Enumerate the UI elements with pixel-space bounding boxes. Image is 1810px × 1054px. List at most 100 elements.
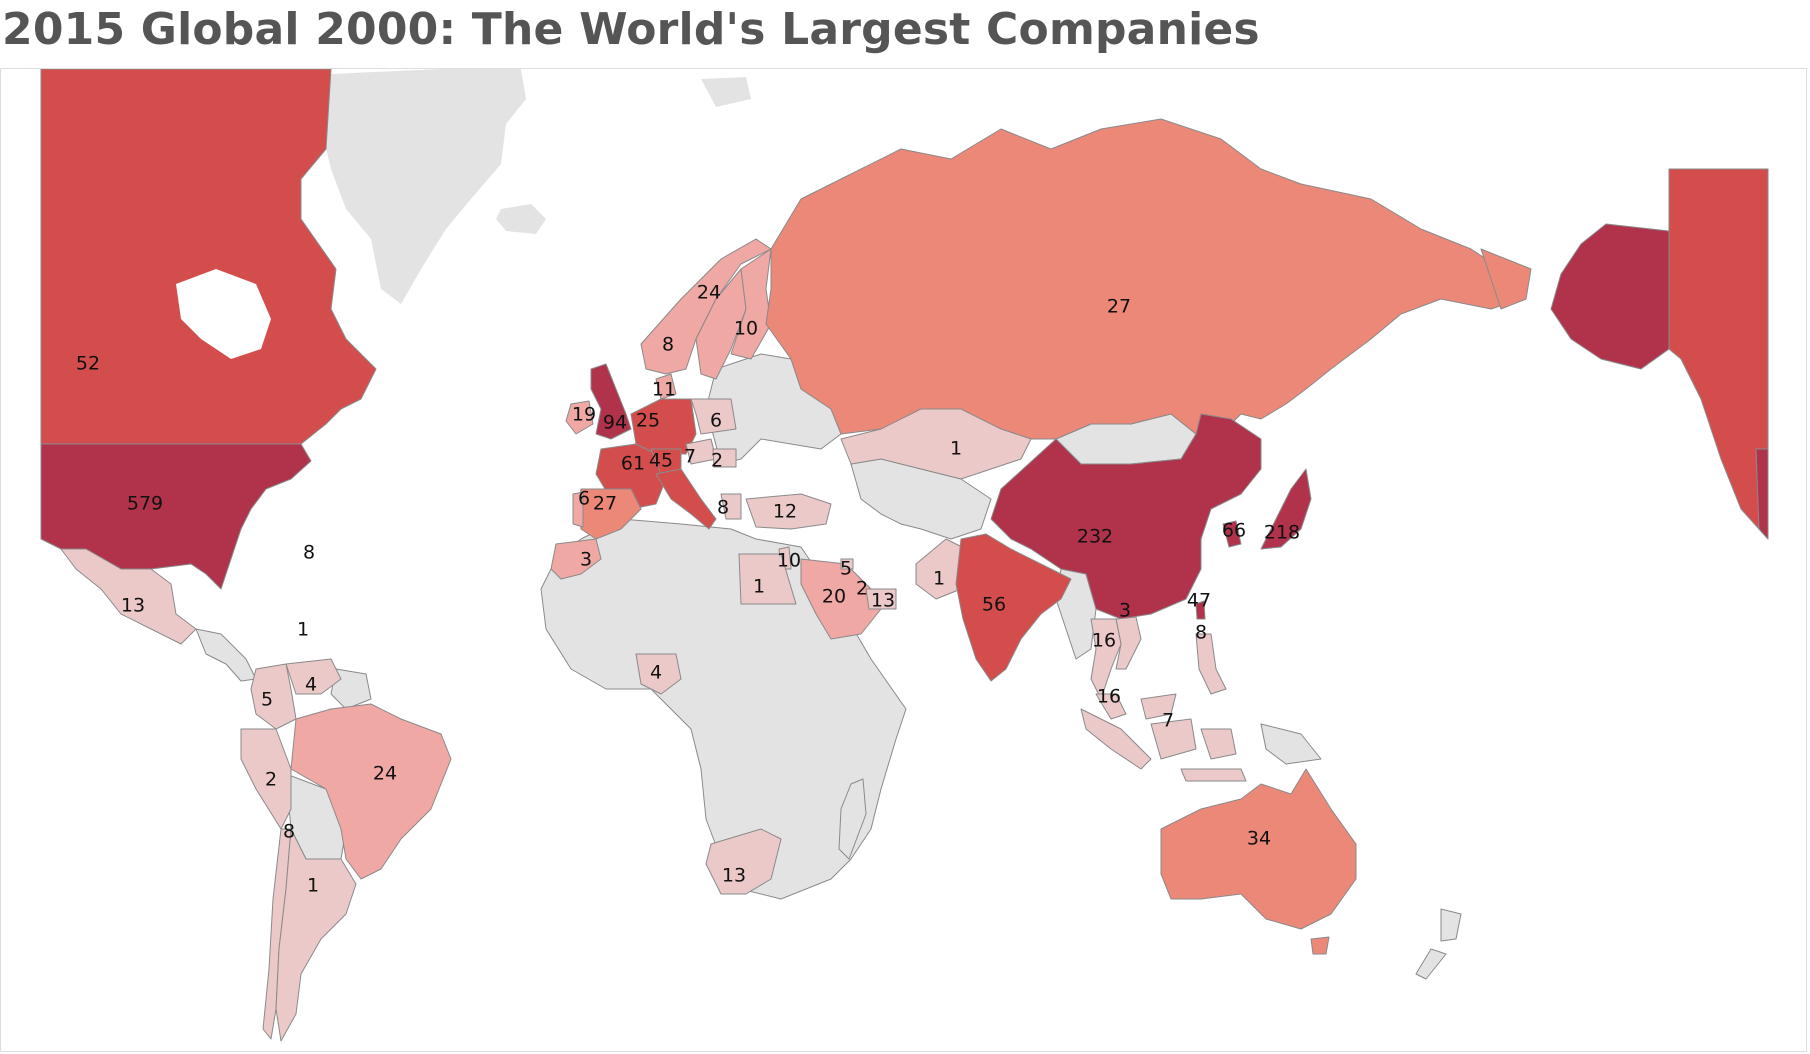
country-thailand[interactable]	[1090, 618, 1122, 700]
label-indonesia: 7	[1162, 710, 1174, 732]
country-argentina[interactable]	[275, 828, 357, 1042]
country-russia-east[interactable]	[1480, 248, 1532, 310]
label-france: 61	[621, 453, 645, 475]
country-venezuela[interactable]	[285, 658, 342, 695]
country-denmark[interactable]	[655, 373, 677, 400]
label-saudi: 20	[822, 586, 846, 608]
label-japan: 218	[1264, 522, 1300, 544]
country-south-africa[interactable]	[705, 828, 782, 895]
label-bermuda: 8	[303, 542, 315, 564]
label-philippines: 8	[1195, 622, 1207, 644]
label-taiwan: 47	[1187, 590, 1211, 612]
papua	[1260, 723, 1322, 765]
world-map[interactable]: 52 579 8 13 1 5 4 2 24 8 1 19 94 25 6 61…	[1, 69, 1808, 1053]
label-uae: 13	[871, 590, 895, 612]
country-philippines[interactable]	[1195, 633, 1227, 695]
label-korea: 66	[1222, 520, 1246, 542]
label-hungary: 2	[711, 450, 723, 472]
label-kazakhstan: 1	[950, 438, 962, 460]
label-portugal: 6	[578, 488, 590, 510]
label-finland: 10	[734, 318, 758, 340]
label-israel: 10	[777, 550, 801, 572]
label-spain: 27	[593, 493, 617, 515]
label-venezuela: 4	[305, 674, 317, 696]
label-australia: 34	[1247, 828, 1271, 850]
madagascar	[838, 778, 867, 860]
label-peru: 2	[265, 769, 277, 791]
label-denmark: 11	[652, 379, 676, 401]
country-morocco[interactable]	[550, 538, 602, 580]
iceland	[496, 204, 546, 234]
country-japan[interactable]	[1260, 468, 1312, 550]
country-peru[interactable]	[240, 728, 292, 830]
country-hungary[interactable]	[712, 448, 737, 468]
page-title: 2015 Global 2000: The World's Largest Co…	[2, 4, 1260, 55]
country-russia[interactable]	[765, 118, 1522, 440]
label-india: 56	[982, 594, 1006, 616]
country-turkey[interactable]	[745, 493, 832, 530]
country-nigeria[interactable]	[635, 653, 682, 695]
svalbard	[701, 77, 751, 107]
country-egypt[interactable]	[738, 553, 797, 605]
country-uae[interactable]	[865, 588, 897, 610]
country-australia-tasmania[interactable]	[1310, 936, 1330, 955]
label-south-africa: 13	[722, 865, 746, 887]
country-mexico[interactable]	[60, 548, 197, 645]
label-brazil: 24	[373, 763, 397, 785]
label-egypt: 1	[753, 576, 765, 598]
country-sweden[interactable]	[695, 268, 747, 380]
label-italy: 8	[717, 497, 729, 519]
country-saudi[interactable]	[800, 558, 882, 640]
country-india[interactable]	[955, 533, 1072, 682]
country-greece[interactable]	[720, 493, 742, 520]
no-data-regions	[195, 69, 1462, 980]
label-norway: 8	[662, 334, 674, 356]
country-poland[interactable]	[690, 398, 737, 435]
country-usa-alaska[interactable]	[1550, 223, 1670, 370]
label-uk: 94	[603, 412, 627, 434]
country-ireland[interactable]	[565, 400, 594, 435]
country-canada-east[interactable]	[1668, 168, 1769, 540]
country-brazil[interactable]	[290, 703, 452, 880]
country-finland[interactable]	[730, 248, 772, 360]
country-kuwait[interactable]	[840, 558, 854, 570]
central-america	[195, 628, 257, 682]
new-zealand	[1415, 908, 1462, 980]
country-australia[interactable]	[1160, 768, 1357, 930]
hudson-bay	[176, 269, 271, 359]
label-argentina: 1	[307, 875, 319, 897]
africa	[540, 518, 907, 900]
label-thailand: 16	[1092, 630, 1116, 652]
label-nigeria: 4	[650, 662, 662, 684]
country-malaysia[interactable]	[1095, 693, 1177, 720]
label-sweden: 24	[697, 282, 721, 304]
label-canada: 52	[76, 353, 100, 375]
country-kazakhstan[interactable]	[840, 408, 1032, 480]
map-frame[interactable]: 52 579 8 13 1 5 4 2 24 8 1 19 94 25 6 61…	[0, 68, 1807, 1052]
label-ireland: 19	[572, 404, 596, 426]
country-canada[interactable]	[40, 69, 377, 445]
country-portugal[interactable]	[572, 491, 584, 528]
label-vietnam: 3	[1119, 600, 1131, 622]
country-italy[interactable]	[655, 468, 717, 530]
label-turkey: 12	[773, 501, 797, 523]
label-kuwait: 5	[840, 558, 852, 580]
country-taiwan[interactable]	[1195, 600, 1206, 620]
label-chile: 8	[283, 821, 295, 843]
label-mexico: 13	[121, 595, 145, 617]
country-korea[interactable]	[1222, 520, 1242, 548]
country-labels: 52 579 8 13 1 5 4 2 24 8 1 19 94 25 6 61…	[76, 282, 1300, 897]
country-colombia[interactable]	[250, 663, 297, 730]
label-caribbean: 1	[297, 619, 309, 641]
greenland	[319, 69, 526, 304]
country-usa-east[interactable]	[1755, 448, 1769, 540]
country-china[interactable]	[990, 413, 1262, 620]
label-netherlands: 25	[636, 410, 660, 432]
label-switzerland: 45	[649, 450, 673, 472]
label-poland: 6	[710, 410, 722, 432]
label-china: 232	[1077, 526, 1113, 548]
data-regions	[40, 69, 1769, 1042]
country-norway[interactable]	[640, 238, 772, 375]
country-indonesia[interactable]	[1080, 708, 1247, 782]
country-uk[interactable]	[590, 363, 632, 440]
